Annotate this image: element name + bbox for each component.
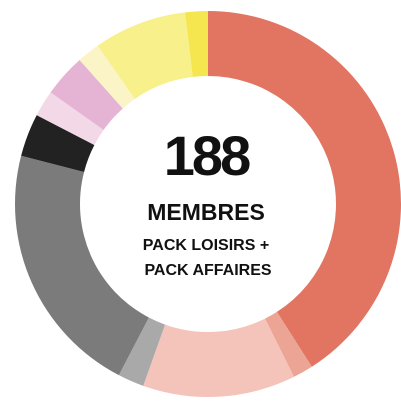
center-label: MEMBRES — [147, 199, 265, 225]
slice — [118, 317, 166, 386]
donut — [14, 11, 401, 397]
center-number: 188 — [164, 124, 250, 187]
slice — [185, 11, 208, 77]
slice — [14, 155, 149, 376]
slice — [79, 45, 135, 109]
center-note: PACK AFFAIRES — [144, 262, 271, 279]
slice — [143, 318, 294, 397]
center-note: PACK LOISIRS + — [143, 237, 269, 254]
slice — [21, 115, 95, 173]
slice — [97, 12, 193, 100]
slice — [36, 92, 104, 146]
slice — [264, 311, 312, 377]
slice — [208, 11, 401, 367]
slice — [50, 59, 123, 130]
